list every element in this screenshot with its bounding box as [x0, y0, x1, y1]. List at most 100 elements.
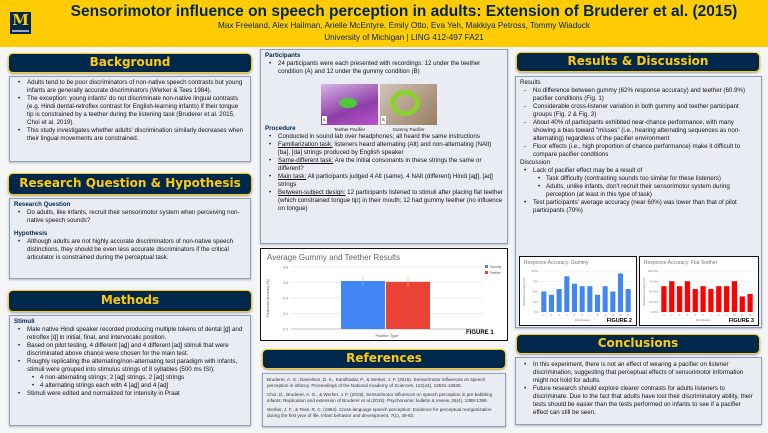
sub-bullet: Task difficulty (contrasting sounds too …: [520, 175, 757, 183]
participants-procedure-box: Participants 24 participants were each p…: [260, 49, 508, 244]
y-tick-label: 0.4: [283, 297, 288, 301]
x-tick-label: 8: [597, 313, 599, 317]
figure-3-svg: Response Accuracy: Flat Teether 0.00% 25.0…: [642, 260, 754, 324]
teether-pacifier-image: A: [321, 84, 378, 125]
x-tick-label: 5: [695, 313, 697, 317]
bullet: Considerable cross-listener variation in…: [520, 103, 757, 119]
y-tick-label: 50%: [533, 290, 539, 294]
chart-title: Response Accuracy: Flat Teether: [644, 260, 718, 266]
figure-1-chart: Average Gummy and Teether Results 0.0 0.2 0…: [260, 248, 508, 341]
y-tick-label: 0%: [534, 310, 538, 314]
y-tick-label: 0.6: [283, 281, 288, 285]
sub-bullet: 4 non-alternating strings; 2 [ad̪] strin…: [14, 374, 246, 382]
x-tick-label: 7: [710, 313, 712, 317]
bar: [541, 291, 547, 312]
figure-label: FIGURE 2: [607, 318, 632, 324]
procedure-item-text: Conducted in sound lab over headphones; …: [278, 133, 480, 140]
bullet: Adults tend to be poor discriminators of…: [14, 79, 246, 95]
figure-2-svg: Response Accuracy: Gummy 0% 25% 50% 75% 100% R…: [522, 260, 632, 324]
x-tick-label: 3: [679, 313, 681, 317]
bullet: Based on pilot testing, 4 different [ad̪…: [14, 342, 246, 358]
y-tick-label: 25%: [533, 300, 539, 304]
x-tick-label: 2: [551, 313, 553, 317]
y-tick-label: 100.00%: [648, 269, 659, 273]
procedure-item: Familiarization task: listeners heard al…: [265, 141, 503, 157]
poster-title: Sensorimotor influence on speech percept…: [70, 3, 738, 20]
bar: [579, 286, 585, 312]
x-tick-label: 6: [581, 313, 583, 317]
bullet: The exception: young infants' do not dis…: [14, 95, 246, 127]
sub-bullet: 4 alternating strings each with 4 [ad̪] …: [14, 382, 246, 390]
y-tick-label: 0.8: [283, 266, 288, 270]
bar: [669, 281, 675, 312]
procedure-item-label: Familiarization task:: [278, 141, 333, 148]
x-tick-label: 3: [558, 313, 560, 317]
x-tick-label: 6: [702, 313, 704, 317]
rq-box: Research Question Do adults, like infant…: [9, 198, 251, 279]
procedure-item-label: Between-subject design:: [278, 189, 346, 196]
x-tick-label: 10: [611, 313, 614, 317]
bar: [684, 281, 691, 312]
x-tick-label: 2: [671, 313, 673, 317]
conclusions-box: In this experiment, there is not an effe…: [515, 357, 762, 425]
bar: [610, 291, 616, 312]
legend-swatch: [485, 271, 488, 274]
legend-label: Teether: [490, 271, 502, 275]
bullet: In this experiment, there is not an effe…: [520, 361, 757, 385]
bar: [625, 289, 631, 312]
figure-1-svg: Average Gummy and Teether Results 0.0 0.2 0…: [266, 253, 502, 338]
hypothesis-subheading: Hypothesis: [14, 230, 48, 237]
x-tick-label: 11: [741, 313, 744, 317]
bullet: Lack of pacifier effect may be a result …: [520, 167, 757, 175]
poster-header: M Sensorimotor influence on speech perce…: [0, 0, 768, 47]
bullet: Although adults are not highly accurate …: [14, 238, 246, 262]
gummy-shape: [390, 90, 420, 116]
background-heading: Background: [8, 53, 252, 73]
y-axis-label: Response Accuracy (%): [522, 278, 526, 306]
participants-subheading: Participants: [265, 52, 301, 59]
reference: Choi, D., Bruderer, A. G., & Werker, J. …: [267, 392, 493, 403]
bar: [747, 293, 753, 312]
procedure-item: Same-different task: Are the initial con…: [265, 157, 503, 173]
bar: [556, 289, 562, 312]
bar: [708, 289, 714, 312]
procedure-item-text: 12 participants listened to stimuli afte…: [278, 189, 503, 212]
bar: [564, 276, 570, 312]
methods-box: Stimuli Male native Hindi speaker record…: [9, 315, 251, 426]
bar: [661, 286, 667, 312]
sub-bullet: Adults, unlike infants, don't recruit th…: [520, 183, 757, 199]
references-box: Bruderer, A. G., Danielson, D. K., Kandh…: [262, 373, 506, 427]
x-tick-label: 9: [604, 313, 606, 317]
bar: [723, 286, 730, 312]
results-subheading: Results: [520, 79, 541, 86]
bar: [617, 273, 624, 312]
x-tick-label: 8: [718, 313, 720, 317]
bullet: Stimuli were edited and normalized for i…: [14, 390, 246, 398]
legend-swatch: [485, 265, 488, 268]
procedure-item-text: Are the initial consonants in these stri…: [278, 157, 482, 172]
bullet: Floor effects (i.e., high proportion of …: [520, 143, 757, 159]
y-tick-label: 75.00%: [649, 279, 658, 283]
x-tick-label: 9: [726, 313, 728, 317]
bullet: Do adults, like infants, recruit their s…: [14, 209, 246, 225]
bar: [594, 294, 601, 312]
reference: Bruderer, A. G., Danielson, D. K., Kandh…: [267, 377, 486, 388]
bar: [739, 296, 745, 312]
university-logo: M: [10, 12, 31, 34]
procedure-item: Conducted in sound lab over headphones; …: [265, 133, 503, 141]
x-axis-label: Pacifier Type: [375, 333, 399, 338]
procedure-item-text: listeners heard alternating (Alt) and no…: [278, 141, 492, 156]
affiliation: University of Michigan | LING 412-497 FA…: [324, 33, 484, 42]
bullet: Roughly replicating the alternating/non-…: [14, 358, 246, 374]
chart-title: Average Gummy and Teether Results: [267, 253, 400, 262]
y-axis-label: Response Accuracy (%): [266, 279, 270, 316]
x-tick-label: 12: [627, 313, 630, 317]
bullet: Male native Hindi speaker recorded produ…: [14, 326, 246, 342]
x-tick-label: 4: [566, 313, 568, 317]
bar-gummy: [341, 280, 385, 329]
bullet: This study investigates whether adults' …: [14, 127, 246, 143]
y-tick-label: 0.0: [283, 328, 288, 332]
image-tag-b: B: [381, 116, 386, 124]
bullet: About 40% of participants exhibited near…: [520, 119, 757, 143]
rq-heading: Research Question & Hypothesis: [8, 173, 252, 195]
